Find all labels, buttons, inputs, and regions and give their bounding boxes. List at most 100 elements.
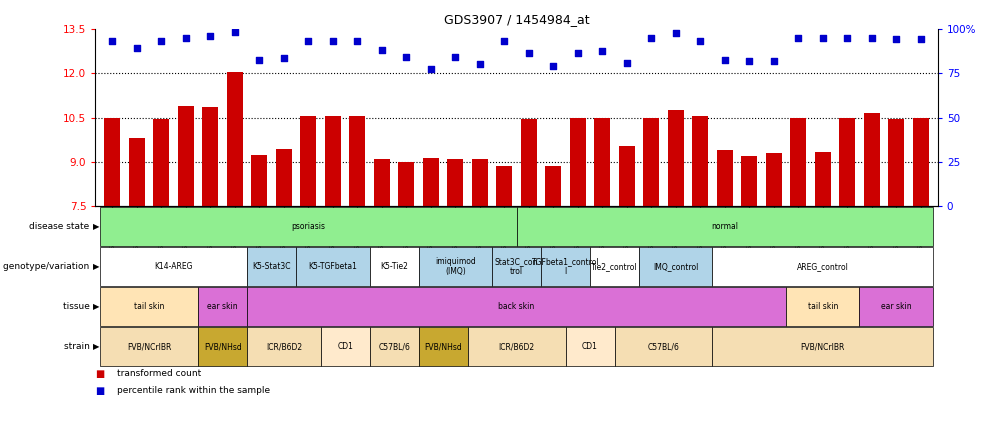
Text: percentile rank within the sample: percentile rank within the sample <box>117 386 271 395</box>
Bar <box>667 110 683 206</box>
Bar <box>642 118 658 206</box>
Point <box>912 36 928 43</box>
Bar <box>252 155 268 206</box>
Text: tissue: tissue <box>62 302 92 311</box>
Point <box>398 53 414 60</box>
Bar <box>153 119 169 206</box>
Point <box>374 46 390 53</box>
Text: FVB/NHsd: FVB/NHsd <box>424 342 462 351</box>
Text: tail skin: tail skin <box>807 302 837 311</box>
Point <box>814 34 830 41</box>
Text: K14-AREG: K14-AREG <box>154 262 192 271</box>
Text: ■: ■ <box>95 369 104 379</box>
Text: ear skin: ear skin <box>207 302 237 311</box>
Text: IMQ_control: IMQ_control <box>652 262 697 271</box>
Text: AREG_control: AREG_control <box>796 262 848 271</box>
Bar <box>716 150 731 206</box>
Text: FVB/NCrIBR: FVB/NCrIBR <box>800 342 844 351</box>
Point <box>740 58 757 65</box>
Text: ICR/B6D2: ICR/B6D2 <box>498 342 534 351</box>
Bar <box>765 153 781 206</box>
Point <box>642 34 658 41</box>
Bar <box>740 156 757 206</box>
Bar <box>301 116 316 206</box>
Point <box>177 34 193 41</box>
Point <box>839 34 855 41</box>
Text: ▶: ▶ <box>93 342 99 351</box>
Text: ear skin: ear skin <box>880 302 911 311</box>
Bar <box>691 116 707 206</box>
Bar <box>790 118 806 206</box>
Text: FVB/NHsd: FVB/NHsd <box>203 342 241 351</box>
Bar <box>545 166 561 206</box>
Bar <box>569 118 585 206</box>
Point <box>716 56 732 63</box>
Bar <box>398 162 414 206</box>
Bar <box>202 107 218 206</box>
Point <box>423 65 439 72</box>
Point <box>790 34 806 41</box>
Bar <box>496 166 512 206</box>
Bar <box>276 149 292 206</box>
Bar <box>325 116 341 206</box>
Point <box>252 56 268 63</box>
Text: back skin: back skin <box>498 302 534 311</box>
Text: genotype/variation: genotype/variation <box>3 262 92 271</box>
Text: CD1: CD1 <box>337 342 353 351</box>
Point <box>691 37 707 44</box>
Bar <box>863 113 879 206</box>
Bar <box>471 159 487 206</box>
Text: normal: normal <box>710 222 737 231</box>
Text: strain: strain <box>63 342 92 351</box>
Bar <box>888 119 903 206</box>
Point <box>325 37 341 44</box>
Text: K5-TGFbeta1: K5-TGFbeta1 <box>308 262 357 271</box>
Bar <box>104 118 120 206</box>
Text: ■: ■ <box>95 386 104 396</box>
Point <box>300 37 316 44</box>
Bar <box>349 116 365 206</box>
Text: FVB/NCrIBR: FVB/NCrIBR <box>127 342 171 351</box>
Point <box>863 34 879 41</box>
Point <box>471 61 487 68</box>
Text: ▶: ▶ <box>93 262 99 271</box>
Point <box>765 58 781 65</box>
Text: ▶: ▶ <box>93 302 99 311</box>
Bar <box>814 152 830 206</box>
Point <box>496 37 512 44</box>
Point <box>202 33 218 40</box>
Point <box>667 30 683 37</box>
Point <box>447 53 463 60</box>
Text: K5-Stat3C: K5-Stat3C <box>253 262 291 271</box>
Bar <box>912 118 928 206</box>
Point <box>520 49 536 56</box>
Bar <box>226 72 242 206</box>
Text: ICR/B6D2: ICR/B6D2 <box>266 342 302 351</box>
Text: K5-Tie2: K5-Tie2 <box>380 262 408 271</box>
Point <box>618 59 634 67</box>
Text: TGFbeta1_control
l: TGFbeta1_control l <box>531 258 599 276</box>
Point <box>226 28 242 36</box>
Point <box>349 37 365 44</box>
Bar <box>447 159 463 206</box>
Bar <box>618 146 634 206</box>
Bar <box>423 158 438 206</box>
Point <box>887 36 903 43</box>
Point <box>104 37 120 44</box>
Point <box>593 48 609 55</box>
Point <box>276 55 292 62</box>
Text: imiquimod
(IMQ): imiquimod (IMQ) <box>435 258 475 276</box>
Text: C57BL/6: C57BL/6 <box>378 342 410 351</box>
Point <box>153 37 169 44</box>
Bar <box>177 106 193 206</box>
Text: C57BL/6: C57BL/6 <box>647 342 678 351</box>
Text: Stat3C_con
trol: Stat3C_con trol <box>494 258 538 276</box>
Point <box>545 62 561 69</box>
Title: GDS3907 / 1454984_at: GDS3907 / 1454984_at <box>443 13 589 26</box>
Text: transformed count: transformed count <box>117 369 201 378</box>
Bar <box>594 118 609 206</box>
Text: Tie2_control: Tie2_control <box>590 262 637 271</box>
Point <box>129 44 145 52</box>
Bar <box>520 119 536 206</box>
Bar <box>839 118 855 206</box>
